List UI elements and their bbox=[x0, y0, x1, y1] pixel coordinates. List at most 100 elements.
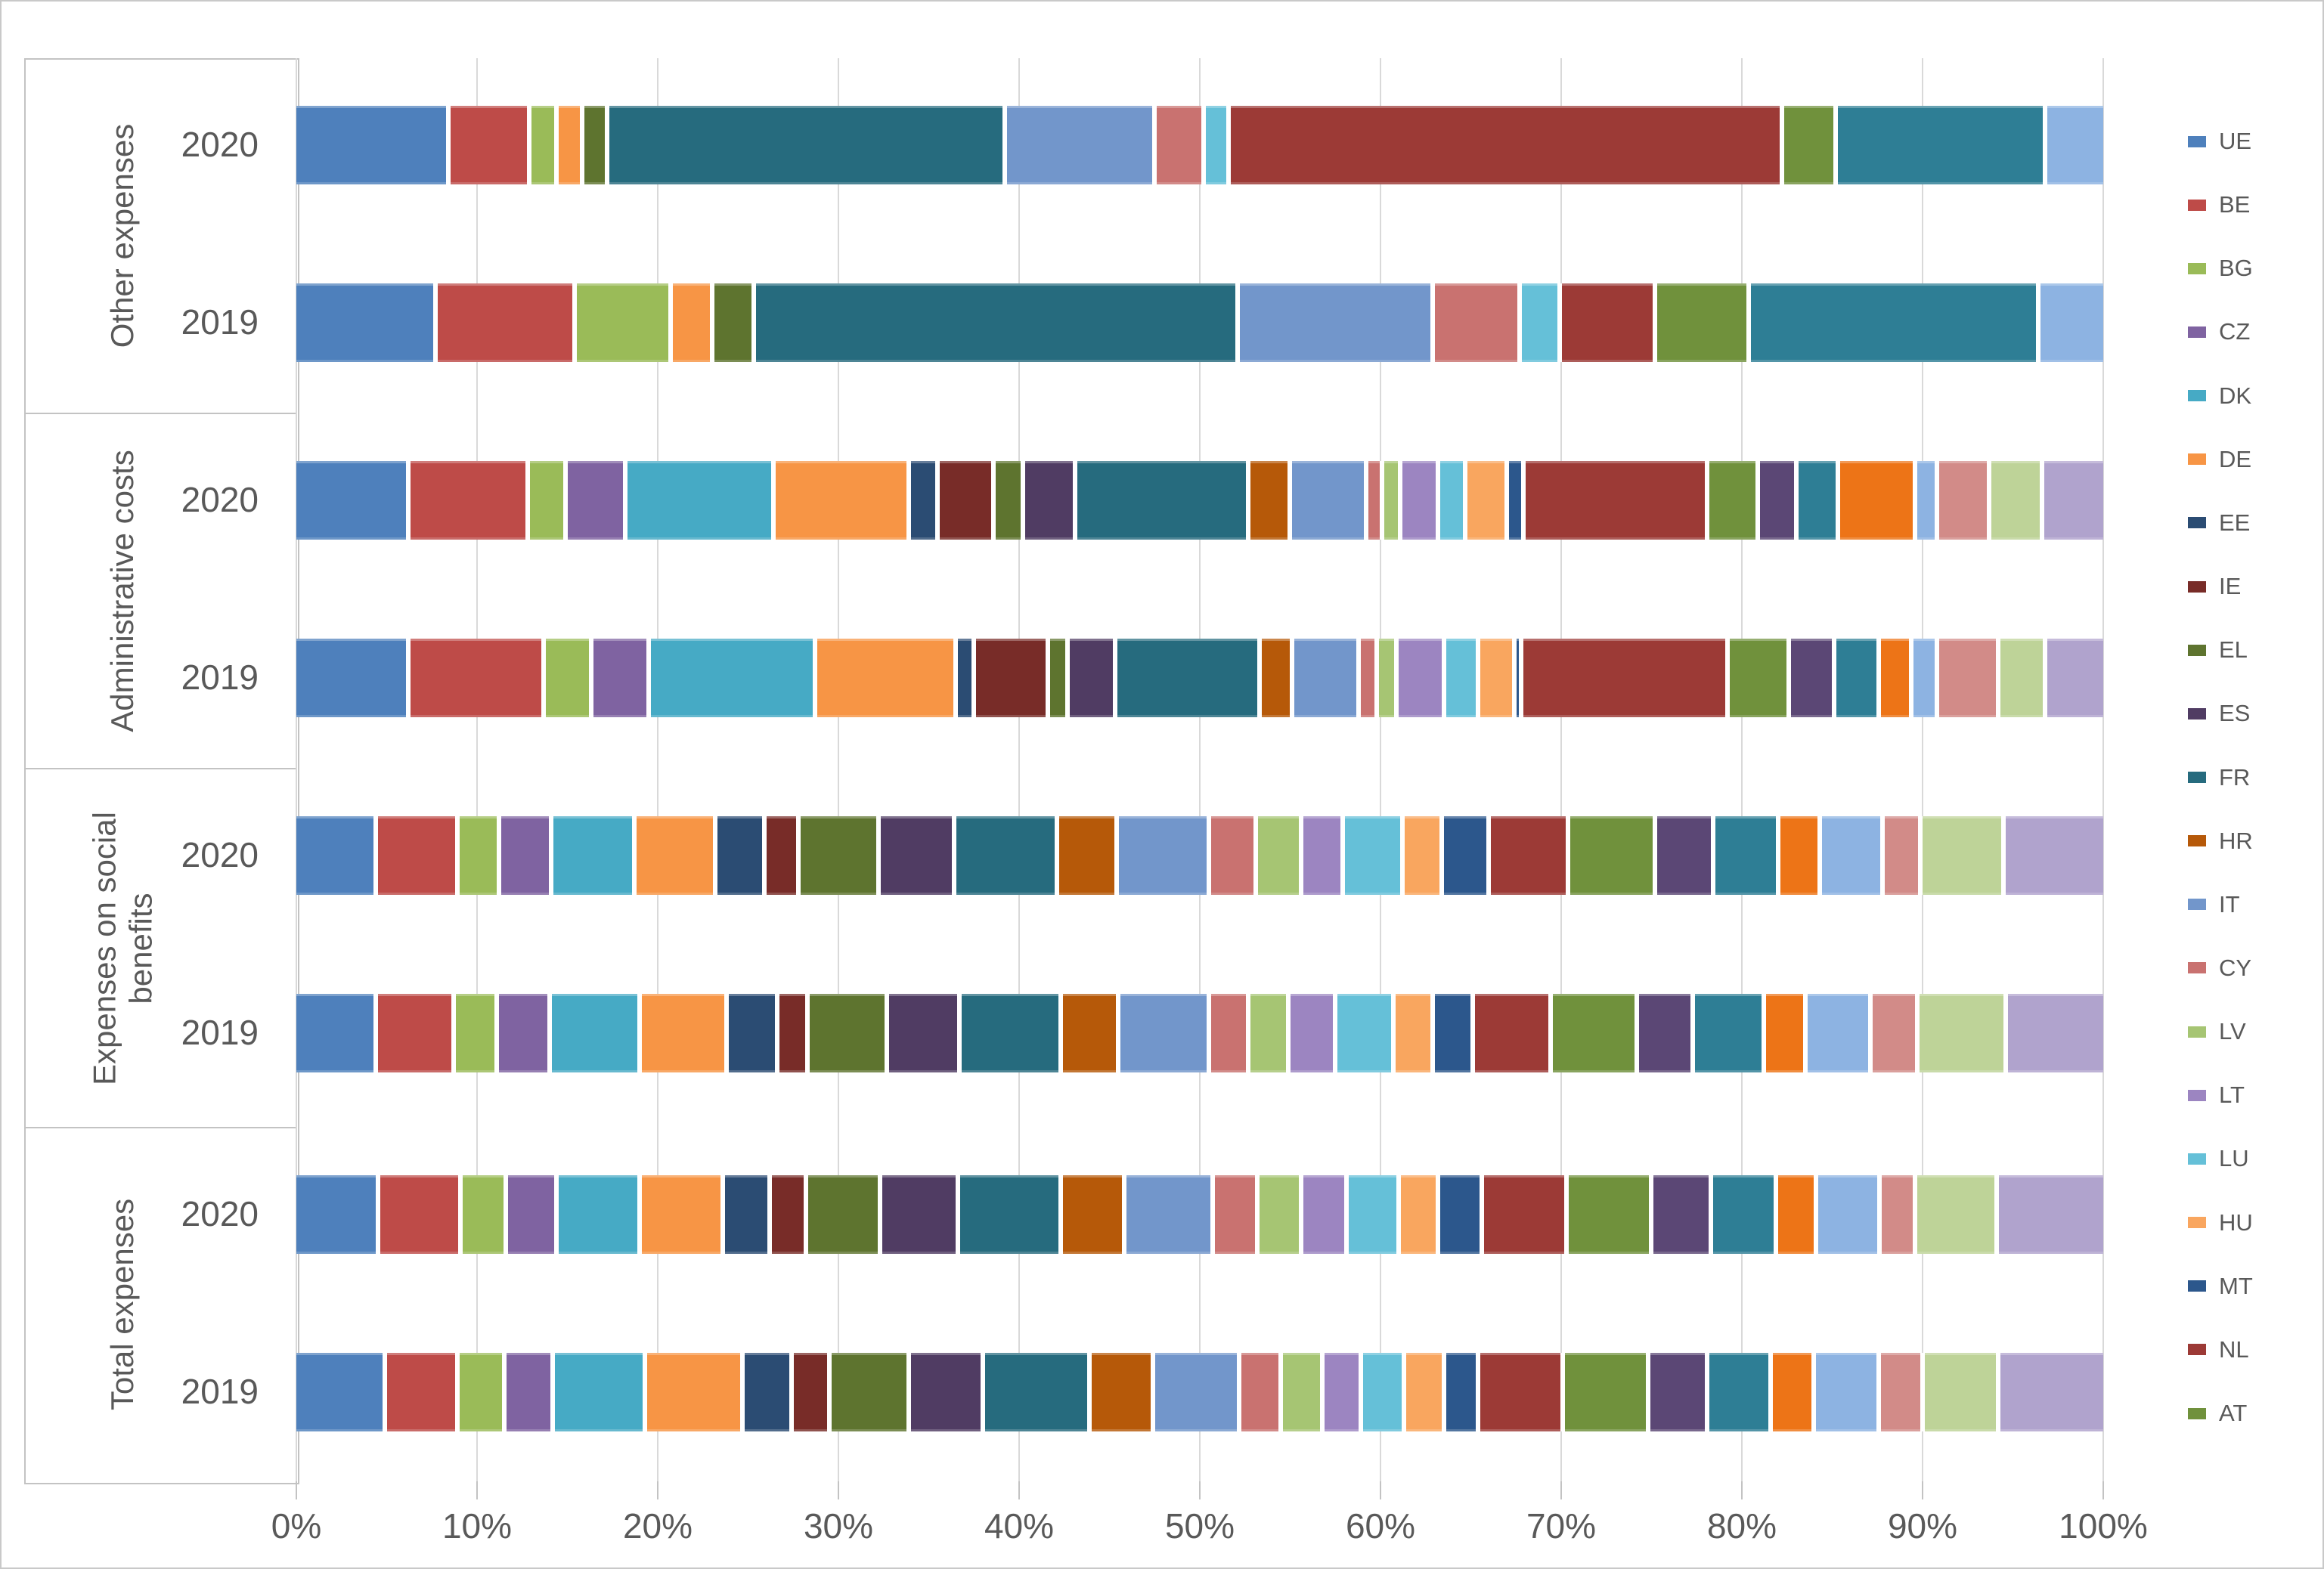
bar-segment-cy bbox=[1212, 1175, 1258, 1254]
bar-segment-el bbox=[807, 994, 888, 1072]
bar-segment-fr bbox=[1075, 461, 1249, 540]
bar-segment-lv bbox=[1281, 1353, 1323, 1431]
bar-segment-nl bbox=[1472, 994, 1551, 1072]
bar-segment-hu bbox=[1477, 639, 1514, 717]
bar-segment-it bbox=[1118, 994, 1209, 1072]
legend-item-cy: CY bbox=[2188, 952, 2251, 984]
bar-segment-lt bbox=[1300, 816, 1343, 895]
bar bbox=[296, 639, 2103, 717]
axis-tick bbox=[1741, 1481, 1743, 1499]
bar-segment-de bbox=[670, 283, 712, 362]
bar bbox=[296, 461, 2103, 540]
bar-segment-hr bbox=[1089, 1353, 1153, 1431]
bar-segment-pl bbox=[1758, 461, 1796, 540]
bar-segment-fr bbox=[983, 1353, 1090, 1431]
legend-label: IE bbox=[2219, 573, 2242, 600]
bar-segment-bg bbox=[457, 1353, 504, 1431]
bar-segment-it bbox=[1291, 639, 1359, 717]
bar-segment-nl bbox=[1477, 1353, 1563, 1431]
bar bbox=[296, 994, 2103, 1072]
legend-swatch bbox=[2188, 1407, 2206, 1419]
bar-segment-el bbox=[798, 816, 878, 895]
legend-label: FR bbox=[2219, 763, 2251, 791]
bar-segment-ro bbox=[1763, 994, 1805, 1072]
year-label: 2019 bbox=[181, 658, 259, 697]
legend-swatch bbox=[2188, 135, 2206, 147]
bar-segment-pt bbox=[1711, 1175, 1777, 1254]
legend-label: IT bbox=[2219, 890, 2240, 918]
gridline bbox=[1380, 58, 1381, 1481]
legend-swatch bbox=[2188, 390, 2206, 402]
bar-segment-fr bbox=[959, 994, 1061, 1072]
legend-swatch bbox=[2188, 517, 2206, 529]
bar-segment-ee bbox=[723, 1175, 770, 1254]
bar bbox=[296, 816, 2103, 895]
bar-segment-it bbox=[1123, 1175, 1213, 1254]
legend-item-bg: BG bbox=[2188, 252, 2253, 284]
legend-label: EL bbox=[2219, 636, 2248, 664]
bar-segment-fr bbox=[753, 283, 1238, 362]
legend-label: CY bbox=[2219, 954, 2252, 981]
legend-item-dk: DK bbox=[2188, 380, 2251, 412]
bar-segment-cy bbox=[1208, 816, 1256, 895]
legend-label: NL bbox=[2219, 1335, 2249, 1363]
bar-segment-mt bbox=[1438, 1175, 1482, 1254]
bar-segment-es bbox=[887, 994, 960, 1072]
category-group-divider bbox=[24, 1127, 296, 1128]
bar-segment-bg bbox=[527, 461, 566, 540]
bar-segment-cz bbox=[506, 1175, 557, 1254]
bar-segment-hr bbox=[1248, 461, 1291, 540]
bar-segment-ro bbox=[1777, 816, 1820, 895]
bar-segment-mt bbox=[1514, 639, 1522, 717]
bar-segment-fi bbox=[1915, 1175, 1997, 1254]
bar-segment-fr bbox=[1114, 639, 1260, 717]
bar-segment-at bbox=[1781, 106, 1836, 184]
bar-segment-cy bbox=[1154, 106, 1204, 184]
bar-segment-es bbox=[879, 1175, 958, 1254]
bar-segment-be bbox=[376, 816, 457, 895]
bar-segment-de bbox=[634, 816, 716, 895]
bar-segment-lv bbox=[1382, 461, 1401, 540]
bar-segment-dk bbox=[553, 1353, 646, 1431]
legend-item-cz: CZ bbox=[2188, 316, 2250, 348]
bar-segment-lv bbox=[1377, 639, 1397, 717]
gridline bbox=[1199, 58, 1201, 1481]
bar-segment-ue bbox=[296, 994, 376, 1072]
bar-segment-de bbox=[556, 106, 582, 184]
bar-segment-it bbox=[1238, 283, 1433, 362]
year-label: 2020 bbox=[181, 1194, 259, 1233]
gridline bbox=[1922, 58, 1923, 1481]
bar-segment-nl bbox=[1481, 1175, 1567, 1254]
bar-segment-sk bbox=[1882, 816, 1921, 895]
legend-item-at: AT bbox=[2188, 1397, 2247, 1429]
legend-item-it: IT bbox=[2188, 889, 2240, 921]
legend-swatch bbox=[2188, 199, 2206, 211]
bar-segment-ee bbox=[909, 461, 938, 540]
bar-segment-fi bbox=[1989, 461, 2042, 540]
bar-segment-cy bbox=[1359, 639, 1377, 717]
bar-segment-fr bbox=[607, 106, 1005, 184]
bar-segment-pt bbox=[1707, 1353, 1771, 1431]
bar-segment-lt bbox=[1396, 639, 1444, 717]
bar-segment-at bbox=[1550, 994, 1638, 1072]
bar-segment-hu bbox=[1398, 1175, 1439, 1254]
bar-segment-bg bbox=[529, 106, 557, 184]
bar-segment-lu bbox=[1335, 994, 1393, 1072]
legend-swatch bbox=[2188, 707, 2206, 720]
bar-segment-fr bbox=[953, 816, 1058, 895]
bar bbox=[296, 283, 2103, 362]
bar-segment-dk bbox=[649, 639, 815, 717]
legend-item-el: EL bbox=[2188, 634, 2248, 666]
category-axis-box bbox=[24, 58, 299, 1484]
bar-segment-bg bbox=[457, 816, 499, 895]
legend-item-lt: LT bbox=[2188, 1079, 2245, 1111]
bar-segment-lv bbox=[1257, 1175, 1301, 1254]
bar-segment-it bbox=[1004, 106, 1155, 184]
bar-segment-si bbox=[1915, 461, 1937, 540]
legend-item-lv: LV bbox=[2188, 1016, 2246, 1048]
axis-tick bbox=[296, 1481, 297, 1499]
year-label: 2019 bbox=[181, 1013, 259, 1052]
year-label: 2019 bbox=[181, 302, 259, 342]
bar-segment-si bbox=[1911, 639, 1937, 717]
axis-tick bbox=[1922, 1481, 1923, 1499]
